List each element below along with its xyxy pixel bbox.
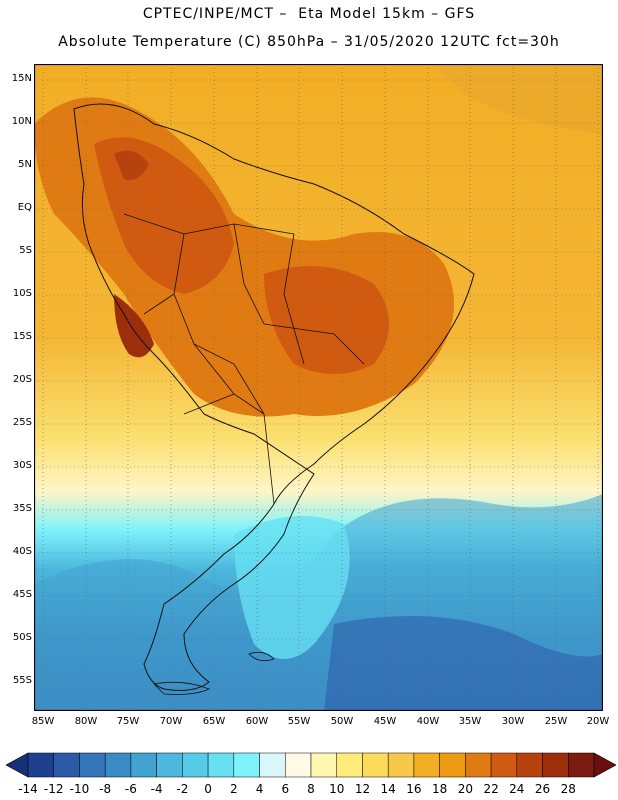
- colorbar-segment: [413, 752, 440, 778]
- colorbar-high-arrow: [593, 752, 616, 778]
- lat-tick-label: 15N: [11, 73, 32, 84]
- lon-tick-label: 25W: [544, 716, 568, 727]
- colorbar-segment: [362, 752, 389, 778]
- colorbar-tick-label: 16: [406, 782, 422, 796]
- colorbar-segment: [336, 752, 363, 778]
- colorbar-tick-label: 0: [204, 782, 212, 796]
- colorbar-tick-label: 24: [509, 782, 525, 796]
- colorbar-segment: [490, 752, 518, 778]
- cold-region-se: [324, 616, 603, 711]
- colorbar-tick-label: 20: [457, 782, 473, 796]
- lon-tick-label: 85W: [31, 716, 55, 727]
- colorbar-segment: [465, 752, 492, 778]
- lat-tick-label: 20S: [12, 374, 32, 385]
- lat-tick-label: 50S: [12, 632, 32, 643]
- colorbar-tick-label: 8: [307, 782, 315, 796]
- lon-tick-label: 40W: [416, 716, 440, 727]
- lon-tick-label: 50W: [330, 716, 354, 727]
- colorbar-segment: [130, 752, 157, 778]
- colorbar-tick-label: 12: [354, 782, 371, 796]
- lon-tick-label: 45W: [373, 716, 397, 727]
- lon-tick-label: 60W: [245, 716, 269, 727]
- lat-tick-label: 10S: [12, 288, 32, 299]
- colorbar-tick-label: -4: [150, 782, 163, 796]
- colorbar-segment: [156, 752, 183, 778]
- lat-tick-label: 5S: [19, 245, 32, 256]
- map-frame: [34, 64, 603, 711]
- colorbar-segment: [568, 752, 595, 778]
- colorbar-tick-label: 4: [255, 782, 264, 796]
- lat-tick-label: 30S: [12, 460, 32, 471]
- lat-tick-label: 40S: [12, 546, 32, 557]
- lat-tick-label: 35S: [12, 503, 32, 514]
- lon-tick-label: 65W: [202, 716, 226, 727]
- colorbar-tick-label: -10: [69, 782, 90, 796]
- lat-tick-label: 15S: [12, 331, 32, 342]
- lat-tick-label: EQ: [17, 202, 32, 213]
- colorbar-tick-label: 26: [534, 782, 551, 796]
- colorbar-tick-label: -14: [18, 782, 38, 796]
- colorbar-segment: [387, 752, 415, 778]
- colorbar-segment: [439, 752, 466, 778]
- lon-tick-label: 80W: [74, 716, 98, 727]
- lon-tick-label: 75W: [116, 716, 140, 727]
- colorbar-segment: [207, 752, 235, 778]
- colorbar-segment: [285, 752, 312, 778]
- colorbar-tick-label: 22: [483, 782, 499, 796]
- colorbar-segment: [542, 752, 569, 778]
- lat-tick-label: 45S: [12, 589, 32, 600]
- chart-subtitle: Absolute Temperature (C) 850hPa – 31/05/…: [58, 34, 560, 50]
- hot-spot-andes: [114, 294, 154, 358]
- lon-tick-label: 20W: [586, 716, 610, 727]
- chart-title: CPTEC/INPE/MCT – Eta Model 15km – GFS: [142, 6, 476, 22]
- lon-tick-label: 30W: [501, 716, 525, 727]
- lat-tick-label: 5N: [18, 159, 32, 170]
- colorbar-segment: [516, 752, 543, 778]
- lat-tick-label: 25S: [12, 417, 32, 428]
- cold-tongue: [234, 516, 350, 659]
- warm-patch-ne: [434, 64, 603, 134]
- colorbar-tick-label: -12: [43, 782, 64, 796]
- colorbar: [6, 752, 616, 778]
- colorbar-tick-label: -8: [99, 782, 112, 796]
- colorbar-low-arrow: [6, 752, 29, 778]
- colorbar-tick-label: 28: [560, 782, 576, 796]
- colorbar-segment: [259, 752, 286, 778]
- colorbar-segment: [27, 752, 54, 778]
- hot-spot-colombia: [114, 150, 149, 180]
- colorbar-segment: [79, 752, 106, 778]
- temperature-map: [34, 64, 603, 711]
- colorbar-tick-label: 18: [431, 782, 448, 796]
- coastline: [73, 103, 475, 691]
- colorbar-tick-label: -2: [176, 782, 189, 796]
- colorbar-segment: [182, 752, 209, 778]
- lon-tick-label: 35W: [458, 716, 482, 727]
- lon-tick-label: 55W: [287, 716, 311, 727]
- colorbar-tick-label: 14: [380, 782, 396, 796]
- hot-core-brazil: [264, 266, 389, 374]
- lon-tick-label: 70W: [159, 716, 183, 727]
- colorbar-segment: [104, 752, 132, 778]
- lat-tick-label: 10N: [11, 116, 32, 127]
- lat-tick-label: 55S: [12, 675, 32, 686]
- colorbar-tick-label: -6: [124, 782, 137, 796]
- colorbar-segment: [310, 752, 337, 778]
- graticule: [34, 64, 603, 711]
- falkland-islands: [248, 651, 275, 662]
- colorbar-segment: [233, 752, 260, 778]
- country-borders: [123, 213, 365, 505]
- colorbar-tick-label: 2: [229, 782, 238, 796]
- tierra-del-fuego: [153, 681, 211, 695]
- colorbar-tick-label: 6: [281, 782, 290, 796]
- colorbar-tick-label: 10: [329, 782, 345, 796]
- colorbar-segment: [53, 752, 80, 778]
